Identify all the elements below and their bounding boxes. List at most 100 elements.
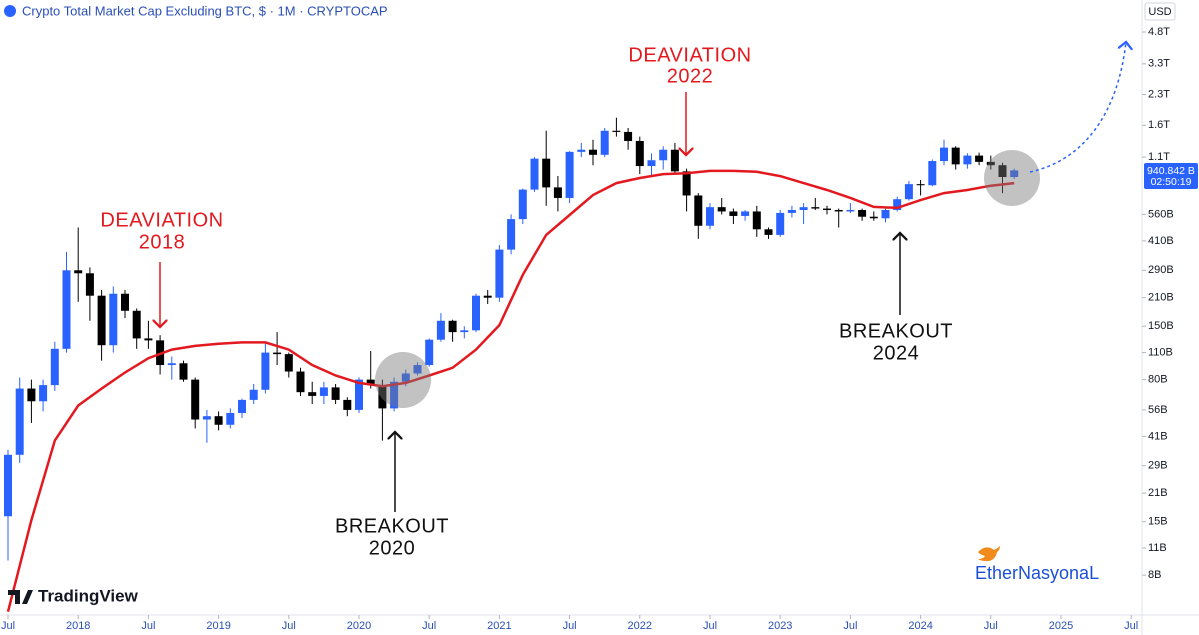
candle-body: [799, 207, 808, 210]
annotation: BREAKOUT: [335, 515, 449, 537]
y-tick-label: 15B: [1148, 516, 1168, 528]
candle-body: [378, 385, 387, 409]
annotation: 2018: [139, 231, 186, 253]
x-tick-label: 2024: [908, 620, 932, 632]
candle-body: [436, 320, 445, 340]
candle-body: [706, 207, 714, 226]
candle-body: [776, 212, 785, 235]
annotation: DEAVIATION: [100, 209, 223, 231]
x-tick-label: 2022: [628, 620, 652, 632]
x-tick-label: Jul: [1124, 620, 1138, 632]
candle-body: [928, 161, 937, 186]
candle-body: [261, 352, 270, 390]
y-tick-label: 1.6T: [1148, 119, 1170, 131]
candle-body: [179, 363, 188, 380]
moving-average: [6, 169, 1015, 613]
countdown: 02:50:19: [1151, 176, 1192, 188]
candle-body: [834, 209, 843, 212]
candle-body: [963, 155, 972, 165]
y-tick-label: 1.1T: [1148, 151, 1170, 163]
candle-body: [635, 140, 644, 167]
candle-body: [109, 293, 118, 346]
x-tick-label: 2023: [768, 620, 792, 632]
candle-body: [846, 209, 855, 212]
candle-body: [1010, 170, 1019, 178]
annotation: DEAVIATION: [628, 44, 751, 66]
y-tick-label: 29B: [1148, 460, 1168, 472]
candle-body: [986, 161, 995, 166]
candle-body: [472, 295, 480, 331]
candle-body: [869, 216, 878, 219]
candle-body: [600, 130, 609, 155]
candle-body: [916, 184, 925, 186]
candle-body: [951, 147, 960, 165]
candle-body: [553, 187, 562, 198]
candle-body: [624, 131, 633, 141]
y-tick-label: 11B: [1148, 542, 1167, 554]
candle-body: [565, 151, 574, 198]
y-tick-label: 150B: [1148, 320, 1174, 332]
x-tick-label: Jul: [703, 620, 717, 632]
y-tick-label: 8B: [1148, 569, 1161, 581]
y-tick-label: 560B: [1148, 208, 1174, 220]
candle-body: [881, 209, 890, 219]
y-tick-label: 410B: [1148, 235, 1174, 247]
highlight-circle: [984, 150, 1040, 206]
currency[interactable]: USD: [1148, 6, 1171, 18]
annotation: 2020: [369, 537, 416, 559]
x-tick-label: 2020: [347, 620, 371, 632]
candle-body: [202, 416, 211, 420]
y-tick-label: 2.3T: [1148, 88, 1170, 100]
candle-body: [319, 387, 328, 396]
y-tick-label: 80B: [1148, 374, 1168, 386]
candle-body: [132, 310, 141, 339]
candle-body: [249, 389, 258, 400]
candle-body: [331, 387, 340, 400]
candle-body: [167, 363, 176, 366]
candle-body: [39, 385, 48, 402]
candle-body: [15, 388, 24, 455]
candle-body: [97, 295, 106, 346]
candle-body: [27, 388, 36, 402]
candle-body: [390, 381, 399, 409]
candle-body: [284, 354, 293, 372]
candle-body: [226, 412, 235, 425]
candle-body: [343, 399, 352, 410]
bird-icon: [978, 546, 1000, 562]
candle-body: [413, 365, 422, 374]
candle-body: [612, 130, 621, 132]
y-tick-label: 210B: [1148, 292, 1174, 304]
candle-body: [460, 330, 469, 333]
candle-body: [366, 379, 375, 386]
candle-body: [273, 352, 282, 355]
candle-body: [940, 147, 948, 162]
currency-button[interactable]: [1144, 2, 1176, 21]
candle-body: [425, 339, 434, 366]
highlight-circle: [375, 352, 431, 408]
candle-body: [659, 149, 668, 161]
candle-body: [530, 158, 539, 190]
candle-body: [694, 195, 703, 226]
candle-body: [589, 149, 597, 155]
tv-logo-mark: [8, 590, 33, 604]
candle-body: [752, 211, 761, 230]
candle-body: [518, 189, 527, 220]
candle-body: [296, 371, 305, 393]
x-tick-label: 2021: [487, 620, 511, 632]
logo: TradingView: [38, 586, 139, 605]
candle-body: [975, 155, 984, 162]
candle-body: [577, 149, 586, 152]
price-label-box: [1144, 163, 1198, 189]
candle-body: [764, 229, 773, 235]
y-tick-label: 290B: [1148, 264, 1174, 276]
last-price-label: 940.842 B: [1147, 165, 1195, 177]
candle-body: [893, 199, 902, 210]
y-tick-label: 110B: [1148, 346, 1173, 358]
candle-body: [741, 211, 750, 216]
candle-body: [191, 379, 200, 420]
candle-body: [811, 207, 820, 209]
y-tick-label: 21B: [1148, 487, 1168, 499]
candle-body: [823, 208, 831, 210]
